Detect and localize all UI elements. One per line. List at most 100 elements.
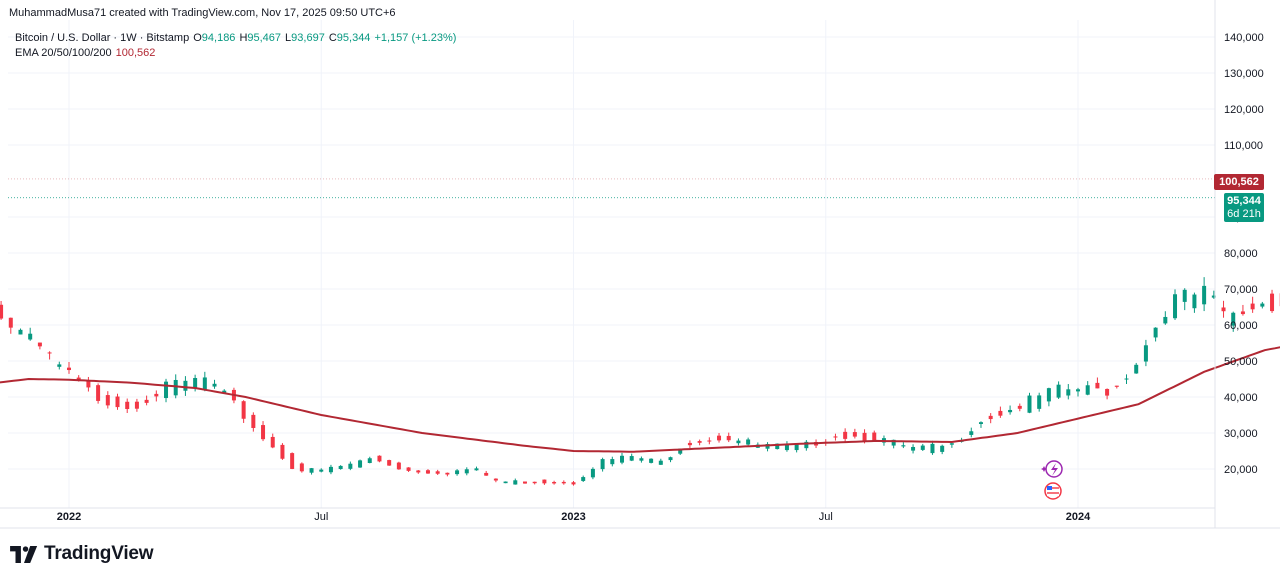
candle-body [387,460,392,466]
candle [1046,387,1051,407]
candle [115,393,120,410]
candle-body [843,431,848,439]
candle-body [920,445,925,450]
candle [416,469,421,474]
candle-body [37,342,42,347]
candle [872,430,877,442]
candle-body [969,431,974,435]
candle [47,351,52,360]
candle-body [1250,303,1255,310]
candle [1270,289,1275,313]
candle [377,455,382,463]
candle-body [28,333,33,340]
candle-body [299,463,304,472]
tradingview-wordmark: TradingView [44,543,154,564]
candle-body [1202,285,1207,305]
candle [998,406,1003,418]
candle [309,467,314,475]
candle [1163,311,1168,325]
candle-body [18,329,23,335]
candle [610,456,615,467]
y-tick-label: 40,000 [1224,392,1258,404]
candle [522,481,527,484]
candle-body [804,441,809,449]
candle [134,398,139,412]
candle-body [464,469,469,474]
candle [571,480,576,486]
y-tick-label: 60,000 [1224,320,1258,332]
candle [1153,327,1158,342]
candle [1124,374,1129,384]
candle-body [610,459,615,465]
candle [1066,384,1071,400]
candle [96,383,101,404]
candle-body [775,443,780,450]
candle [1095,377,1100,389]
candle [1211,290,1216,299]
legend-symbol[interactable]: Bitcoin / U.S. Dollar · 1W · Bitstamp [15,32,190,44]
candle-body [338,465,343,470]
candle [513,478,518,485]
candle [649,458,654,464]
candle [1143,339,1148,367]
candle-body [367,458,372,463]
candle-body [581,477,586,481]
candle-body [1066,389,1071,396]
candle-body [707,440,712,442]
candle-body [1124,378,1129,380]
candle-body [202,377,207,390]
candle [746,437,751,447]
candle-body [1114,385,1119,387]
candle [503,481,508,484]
legend-ema-label[interactable]: EMA 20/50/100/200 [15,47,112,59]
candle-body [474,468,479,471]
candle [1231,311,1236,332]
candle-body [687,442,692,446]
tradingview-logo[interactable]: TradingView [10,543,154,565]
candle-body [222,390,227,393]
candle [940,444,945,455]
candle-body [328,466,333,473]
candle-body [852,432,857,437]
candle-body [96,385,101,401]
event-markers[interactable] [1041,460,1063,500]
candle [687,440,692,449]
candle-body [212,383,217,387]
legend-high-label: H [239,32,248,44]
candle-body [125,401,130,410]
y-tick-label: 20,000 [1224,464,1258,476]
candle [1008,405,1013,415]
candle [445,472,450,477]
ema-line [0,178,1280,453]
candle [930,440,935,455]
candle [464,467,469,476]
candle [1085,381,1090,396]
candle [348,461,353,471]
candle-body [911,446,916,451]
candle [843,428,848,443]
candle-body [270,436,275,448]
candle [1240,304,1245,316]
legend-change: +1,157 (+1.23%) [374,32,457,44]
candle-body [1182,289,1187,302]
chart-credit: MuhammadMusa71 created with TradingView.… [9,7,396,19]
candle-body [1037,395,1042,409]
candle [707,437,712,445]
candle-body [406,467,411,471]
candle-body [484,472,489,476]
candle [600,457,605,472]
candle [590,467,595,480]
candle [639,456,644,463]
bar-countdown-label: 6d 21h [1224,207,1264,222]
candle-body [1095,382,1100,389]
candle [212,379,217,389]
candle-body [86,380,91,388]
candle-body [154,393,159,397]
candle [969,427,974,438]
candle [1192,292,1197,313]
axes: 140,000130,000120,000110,00090,00080,000… [0,0,1280,529]
candle-body [280,444,285,459]
candle-body [1046,388,1051,402]
candle-body [134,401,139,409]
